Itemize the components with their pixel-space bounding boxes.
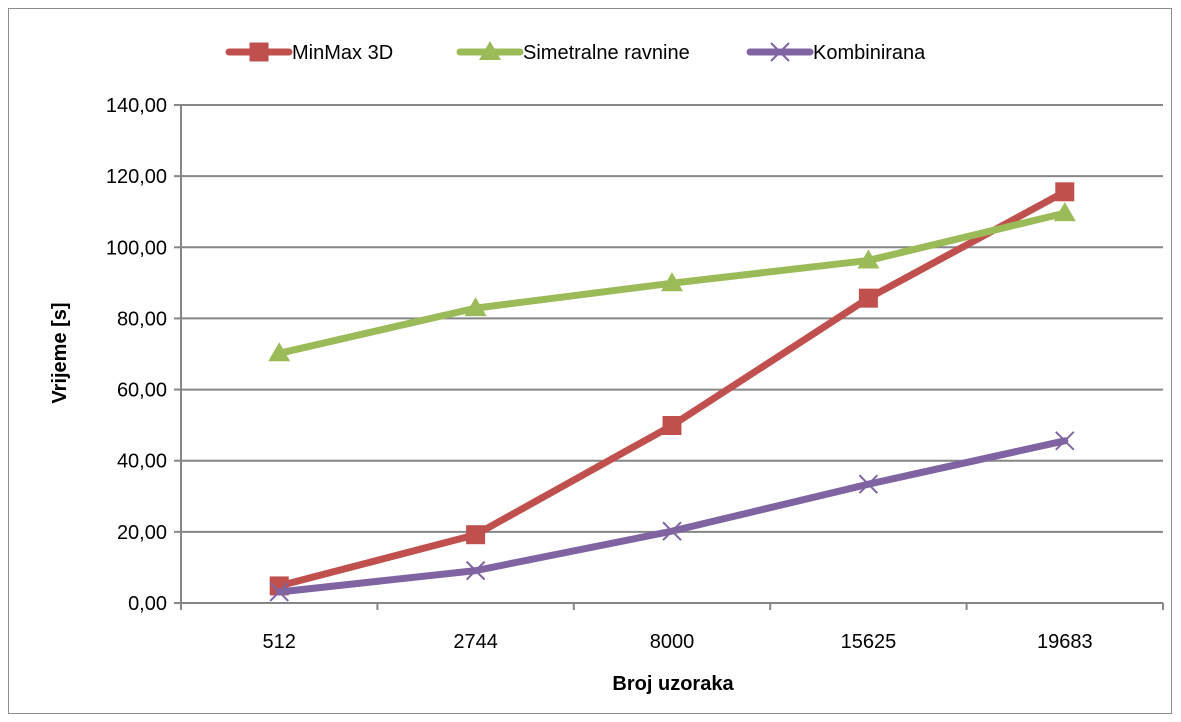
y-tick-label: 140,00 <box>106 95 167 117</box>
y-tick-label: 40,00 <box>117 451 167 473</box>
gridlines <box>181 105 1163 532</box>
y-tick-labels: 0,00 20,00 40,00 60,00 80,00 100,00 120,00 140,… <box>106 95 167 615</box>
x-tick-label: 19683 <box>1037 631 1093 653</box>
y-tick-label: 100,00 <box>106 237 167 259</box>
x-tick-labels: 512 2744 8000 15625 19683 <box>263 631 1093 653</box>
legend-marker <box>250 43 268 61</box>
y-tick-label: 60,00 <box>117 380 167 402</box>
series-lines <box>268 183 1076 601</box>
legend-item: MinMax 3D <box>229 42 393 64</box>
x-tick-label: 8000 <box>650 631 695 653</box>
legend-label: Kombinirana <box>813 42 926 64</box>
y-tick-label: 80,00 <box>117 308 167 330</box>
y-tick-label: 0,00 <box>128 593 167 615</box>
data-point <box>467 526 485 544</box>
series-simetralne-ravnine <box>268 202 1076 361</box>
legend-item: Simetralne ravnine <box>460 41 690 64</box>
series-line <box>279 441 1065 592</box>
x-tick-label: 15625 <box>841 631 897 653</box>
data-point <box>859 289 877 307</box>
y-tick-label: 120,00 <box>106 166 167 188</box>
legend-item: Kombinirana <box>750 42 926 64</box>
x-tick-label: 2744 <box>453 631 498 653</box>
data-point <box>1056 183 1074 201</box>
x-tick-label: 512 <box>263 631 296 653</box>
series-kombinirana <box>270 432 1074 601</box>
legend-label: Simetralne ravnine <box>523 42 690 64</box>
x-axis-title: Broj uzoraka <box>612 673 734 695</box>
legend: MinMax 3D Simetralne ravnine Kombinirana <box>229 41 926 64</box>
legend-label: MinMax 3D <box>292 42 393 64</box>
y-tick-label: 20,00 <box>117 522 167 544</box>
data-point <box>663 416 681 434</box>
y-axis-title: Vrijeme [s] <box>49 302 71 403</box>
